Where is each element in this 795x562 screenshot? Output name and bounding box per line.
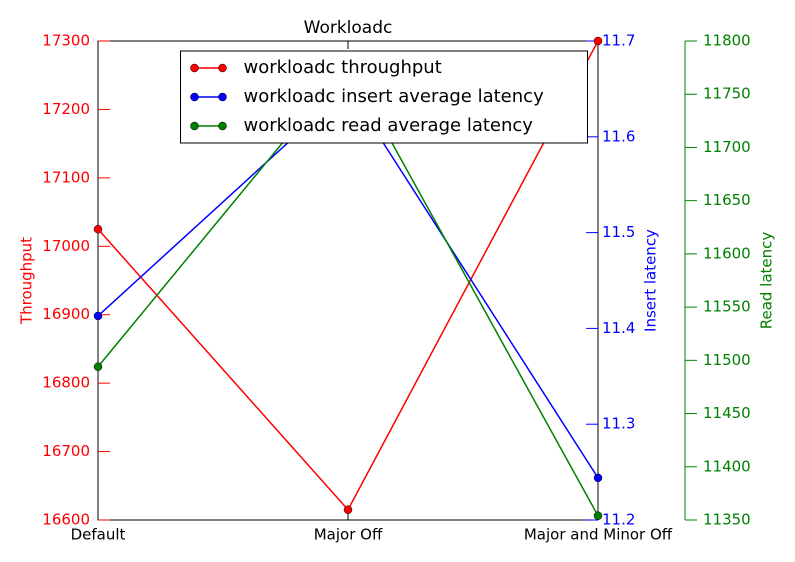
legend-label: workloadc insert average latency [244,86,545,107]
y-tick-label: 11.6 [602,127,635,145]
legend-marker [190,121,199,131]
legend-label: workloadc read average latency [244,115,534,136]
x-tick-label: Major and Minor Off [524,526,673,544]
y-tick-label: 17300 [42,32,90,50]
y-tick-label: 11550 [703,298,751,316]
y-tick-label: 11.7 [602,32,635,50]
y-tick-label: 17200 [42,100,90,118]
legend-label: workloadc throughput [244,57,442,78]
x-tick-label: Default [71,526,126,544]
point [93,362,103,371]
x-tick-label: Major Off [314,526,383,544]
y-tick-label: 16800 [42,374,90,392]
point [593,36,603,46]
y-tick-label: 11650 [703,191,751,209]
y-tick-label: 11700 [703,138,751,156]
y-tick-label: 11450 [703,404,751,422]
y-tick-label: 11500 [703,351,751,369]
point [93,311,103,321]
point [593,473,603,483]
point [593,511,603,520]
legend-marker [190,92,199,102]
legend-marker [190,63,199,73]
legend-marker [218,121,227,131]
axis-label: Read latency [758,232,776,330]
legend-marker [218,92,227,102]
y-tick-label: 11.4 [602,319,635,337]
y-tick-label: 16600 [42,511,90,529]
axis-label: Throughput [18,237,36,325]
y-tick-label: 11800 [703,32,751,50]
y-tick-label: 11750 [703,85,751,103]
point [343,505,353,514]
y-tick-label: 11.5 [602,223,635,241]
y-tick-label: 16900 [42,305,90,323]
y-tick-label: 11.2 [602,511,635,529]
point [93,224,103,234]
y-tick-label: 16700 [42,442,90,460]
y-tick-label: 11400 [703,457,751,475]
y-tick-label: 11600 [703,244,751,262]
y-tick-label: 11350 [703,511,751,529]
legend-marker [218,63,227,73]
y-tick-label: 17000 [42,237,90,255]
y-tick-label: 11.3 [602,415,635,433]
axis-label: Insert latency [642,229,660,332]
y-tick-label: 17100 [42,168,90,186]
legend: workloadc throughput workloadc insert ave… [180,50,588,144]
chart-title: Workloadc [304,18,393,38]
legend-box [180,50,588,144]
